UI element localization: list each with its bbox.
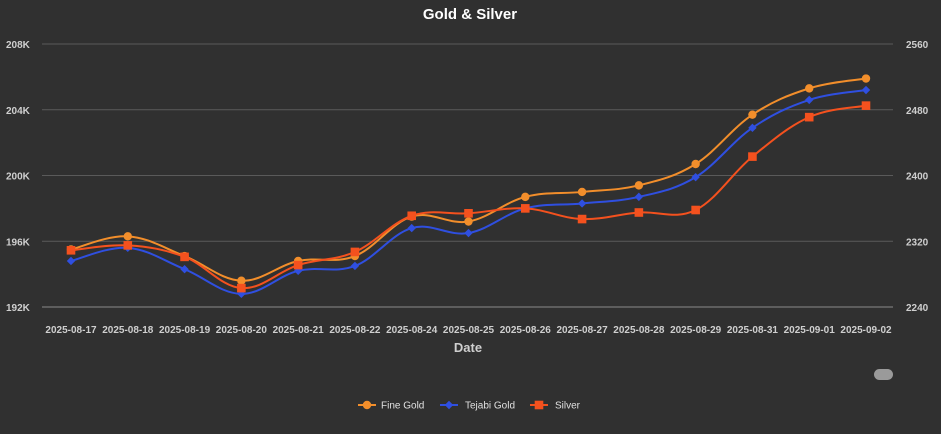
y-left-tick-label: 204K <box>6 106 31 117</box>
chart-title: Gold & Silver <box>423 6 517 23</box>
data-point-fine-gold[interactable] <box>237 276 246 285</box>
data-point-silver[interactable] <box>66 245 76 255</box>
data-point-fine-gold[interactable] <box>577 187 587 197</box>
series-lines <box>66 74 871 299</box>
x-tick-label: 2025-09-02 <box>840 325 892 336</box>
legend-marker[interactable] <box>534 400 544 410</box>
legend-marker[interactable] <box>362 400 372 410</box>
data-point-tejabi-gold[interactable] <box>180 264 189 274</box>
x-tick-label: 2025-09-01 <box>784 325 836 336</box>
data-point-tejabi-gold[interactable] <box>577 199 587 208</box>
data-point-silver[interactable] <box>520 204 530 213</box>
data-point-fine-gold[interactable] <box>123 232 132 241</box>
legend-item-fine-gold[interactable]: Fine Gold <box>358 401 424 412</box>
data-point-fine-gold[interactable] <box>861 74 871 83</box>
legend-label: Tejabi Gold <box>465 401 515 412</box>
data-point-fine-gold[interactable] <box>691 159 700 169</box>
x-tick-label: 2025-08-21 <box>273 325 325 336</box>
y-right-tick-label: 2560 <box>906 40 929 51</box>
data-point-silver[interactable] <box>237 283 246 293</box>
data-point-silver[interactable] <box>123 241 133 250</box>
data-point-tejabi-gold[interactable] <box>634 192 644 202</box>
y-left-tick-label: 196K <box>6 237 31 248</box>
x-tick-label: 2025-08-29 <box>670 325 722 336</box>
data-point-tejabi-gold[interactable] <box>407 223 416 233</box>
x-axis-title: Date <box>454 340 482 355</box>
data-point-silver[interactable] <box>804 112 814 122</box>
data-point-tejabi-gold[interactable] <box>66 256 76 266</box>
y-left-tick-label: 208K <box>6 40 31 51</box>
data-point-tejabi-gold[interactable] <box>748 123 757 133</box>
x-tick-label: 2025-08-27 <box>556 325 608 336</box>
scroll-handle[interactable] <box>874 369 893 380</box>
data-point-silver[interactable] <box>407 211 417 221</box>
legend-label: Fine Gold <box>381 401 424 412</box>
data-point-fine-gold[interactable] <box>521 192 530 202</box>
data-point-tejabi-gold[interactable] <box>805 95 814 105</box>
data-point-tejabi-gold[interactable] <box>350 261 360 271</box>
data-point-silver[interactable] <box>748 152 757 161</box>
legend-label: Silver <box>555 401 581 412</box>
y-left-tick-label: 192K <box>6 303 31 314</box>
legend: Fine Gold Tejabi Gold Silver <box>358 401 581 412</box>
data-point-silver[interactable] <box>577 214 587 224</box>
series-line-fine-gold <box>70 77 867 282</box>
data-point-silver[interactable] <box>634 208 644 217</box>
legend-item-tejabi-gold[interactable]: Tejabi Gold <box>440 401 515 412</box>
data-point-tejabi-gold[interactable] <box>861 85 871 95</box>
x-tick-label: 2025-08-20 <box>216 325 268 336</box>
data-point-silver[interactable] <box>464 209 473 218</box>
x-tick-label: 2025-08-28 <box>613 325 665 336</box>
y-axis-right: 2240 2320 2400 2480 2560 <box>906 40 929 314</box>
series-line-tejabi-gold <box>70 89 867 295</box>
legend-marker[interactable] <box>444 400 454 410</box>
y-right-tick-label: 2320 <box>906 237 929 248</box>
x-tick-label: 2025-08-19 <box>159 325 211 336</box>
y-left-tick-label: 200K <box>6 172 31 183</box>
x-axis: 2025-08-17 2025-08-18 2025-08-19 2025-08-20… <box>45 325 892 336</box>
data-point-silver[interactable] <box>350 247 360 257</box>
data-point-tejabi-gold[interactable] <box>691 172 700 182</box>
y-right-tick-label: 2400 <box>906 172 929 183</box>
legend-item-silver[interactable]: Silver <box>530 401 581 412</box>
y-right-tick-label: 2480 <box>906 106 929 117</box>
data-point-tejabi-gold[interactable] <box>237 289 246 299</box>
x-tick-label: 2025-08-22 <box>329 325 381 336</box>
data-point-tejabi-gold[interactable] <box>464 228 473 238</box>
data-point-fine-gold[interactable] <box>634 181 644 190</box>
x-tick-label: 2025-08-26 <box>500 325 552 336</box>
y-axis-left: 192K 196K 200K 204K 208K <box>6 40 31 314</box>
data-point-silver[interactable] <box>861 101 871 110</box>
x-tick-label: 2025-08-17 <box>45 325 97 336</box>
data-point-fine-gold[interactable] <box>805 84 814 93</box>
data-point-silver[interactable] <box>293 260 303 270</box>
y-right-tick-label: 2240 <box>906 303 929 314</box>
gridlines <box>42 43 893 308</box>
x-tick-label: 2025-08-25 <box>443 325 495 336</box>
data-point-silver[interactable] <box>691 205 700 215</box>
data-point-fine-gold[interactable] <box>748 110 757 119</box>
data-point-fine-gold[interactable] <box>464 217 473 226</box>
series-silver <box>66 101 871 293</box>
x-tick-label: 2025-08-18 <box>102 325 154 336</box>
data-point-silver[interactable] <box>180 252 189 262</box>
x-tick-label: 2025-08-31 <box>727 325 779 336</box>
x-tick-label: 2025-08-24 <box>386 325 438 336</box>
